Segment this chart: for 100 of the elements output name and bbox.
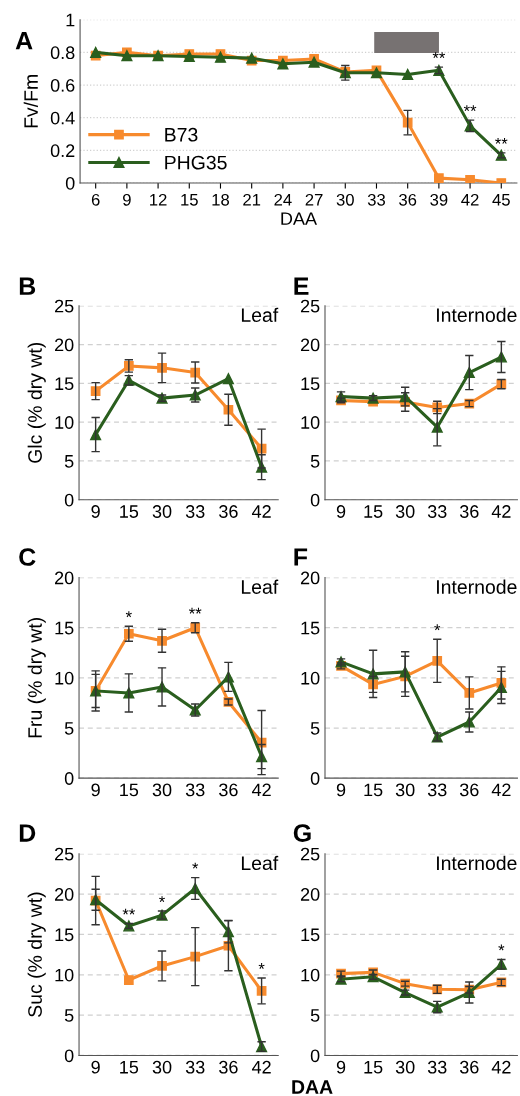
y-tick-label: 10 — [55, 416, 74, 429]
y-tick-label: 0 — [310, 772, 320, 785]
annotation: ** — [189, 607, 202, 614]
y-tick-label: 20 — [55, 571, 74, 585]
x-tick-label: 33 — [185, 783, 205, 797]
x-tick-label: 6 — [91, 193, 100, 206]
x-tick-label: 12 — [150, 193, 167, 206]
annotation: * — [159, 896, 166, 902]
x-tick-label: 39 — [430, 193, 448, 206]
y-tick-label: 0 — [310, 493, 320, 507]
y-tick-label: 15 — [301, 377, 320, 391]
annotation: ** — [463, 105, 477, 112]
y-axis-title: Fv/Fm — [23, 75, 38, 128]
y-tick-label: 25 — [55, 299, 74, 313]
x-tick-label: 33 — [427, 1060, 447, 1074]
y-tick-label: 25 — [300, 847, 320, 861]
x-tick-label: 33 — [367, 193, 386, 206]
chart-subtitle: Leaf — [241, 855, 279, 871]
x-tick-label: 30 — [152, 505, 172, 518]
x-tick-label: 15 — [364, 505, 383, 518]
x-tick-label: 9 — [91, 783, 100, 797]
y-tick-label: 5 — [64, 455, 74, 468]
y-tick-label: 20 — [55, 338, 74, 352]
x-tick-label: 9 — [336, 783, 346, 797]
x-tick-label: 9 — [336, 505, 346, 518]
y-tick-label: 0.4 — [50, 111, 75, 125]
x-tick-label: 42 — [461, 193, 479, 206]
x-tick-label: 33 — [427, 505, 447, 518]
x-tick-label: 30 — [395, 1060, 415, 1074]
chart-title: C — [19, 548, 36, 566]
y-axis-title: Suc (% dry wt) — [27, 892, 46, 1017]
chart-title: D — [19, 824, 36, 842]
y-axis-title: Fru (% dry wt) — [27, 618, 46, 738]
y-tick-label: 0.6 — [50, 78, 75, 92]
x-tick-label: 33 — [427, 783, 447, 797]
x-tick-label: 36 — [459, 1060, 479, 1074]
annotation: * — [192, 862, 199, 869]
x-tick-label: 36 — [219, 505, 238, 518]
y-tick-label: 0 — [64, 1049, 74, 1063]
x-tick-label: 18 — [212, 193, 230, 206]
chart-subtitle: Internode — [437, 579, 517, 594]
x-tick-label: 9 — [91, 505, 100, 518]
y-tick-label: 10 — [55, 968, 74, 982]
y-tick-label: 0.2 — [50, 144, 75, 158]
x-tick-label: 15 — [120, 505, 139, 518]
x-tick-label: 30 — [336, 193, 354, 206]
y-tick-label: 0 — [64, 772, 74, 785]
y-tick-label: 15 — [55, 928, 74, 942]
y-tick-label: 25 — [300, 299, 320, 313]
x-tick-label: 36 — [399, 193, 417, 206]
x-tick-label: 33 — [185, 1060, 205, 1074]
y-tick-label: 15 — [55, 621, 74, 635]
chart-subtitle: Internode — [437, 307, 517, 323]
y-tick-label: 0 — [64, 493, 74, 507]
y-tick-label: 10 — [301, 968, 320, 982]
y-tick-label: 5 — [310, 455, 320, 468]
x-tick-label: 42 — [491, 783, 511, 797]
x-tick-label: 9 — [123, 193, 131, 206]
y-tick-label: 5 — [310, 722, 320, 735]
y-tick-label: 5 — [310, 1009, 320, 1022]
annotation: ** — [495, 137, 508, 144]
y-tick-label: 0 — [310, 1049, 320, 1063]
chart-subtitle: Leaf — [241, 579, 279, 594]
x-tick-label: 15 — [181, 194, 198, 206]
y-tick-label: 15 — [301, 621, 320, 635]
y-tick-label: 20 — [300, 571, 320, 585]
y-tick-label: 15 — [55, 377, 74, 391]
x-tick-label: 21 — [243, 193, 261, 206]
annotation: * — [498, 944, 505, 951]
y-tick-label: 5 — [64, 722, 74, 735]
annotation: ** — [122, 908, 136, 915]
x-tick-label: 42 — [491, 505, 511, 518]
x-tick-label: 36 — [219, 1060, 238, 1074]
x-tick-label: 30 — [152, 783, 172, 797]
y-tick-label: 1 — [66, 13, 75, 27]
y-tick-label: 10 — [301, 671, 320, 685]
x-tick-label: 36 — [459, 505, 479, 518]
y-tick-label: 5 — [64, 1009, 74, 1022]
y-axis-title: Glc (% dry wt) — [27, 342, 46, 463]
x-tick-label: 30 — [152, 1060, 172, 1074]
y-tick-label: 0 — [65, 176, 75, 190]
x-tick-label: 45 — [492, 194, 510, 206]
y-tick-label: 15 — [301, 928, 320, 942]
annotation: * — [434, 624, 441, 631]
x-tick-label: 42 — [491, 1060, 511, 1074]
x-tick-label: 33 — [185, 505, 205, 518]
x-tick-label: 36 — [459, 783, 479, 797]
x-tick-label: 15 — [120, 1060, 139, 1074]
x-tick-label: 36 — [219, 783, 238, 797]
x-axis-title: DAA — [281, 212, 318, 225]
y-tick-label: 10 — [301, 416, 320, 429]
y-tick-label: 10 — [55, 671, 74, 685]
annotation: * — [125, 611, 132, 618]
x-tick-label: 15 — [120, 783, 139, 797]
x-tick-label: 42 — [251, 1060, 271, 1074]
legend-label: PHG35 — [165, 155, 227, 170]
x-tick-label: 9 — [91, 1060, 100, 1074]
y-tick-label: 20 — [300, 338, 320, 352]
x-tick-label: 42 — [251, 783, 271, 797]
x-tick-label: 27 — [305, 193, 323, 206]
